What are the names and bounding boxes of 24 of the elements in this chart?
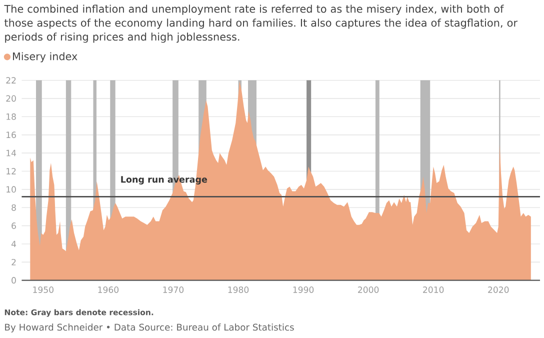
x-tick-label: 1980 bbox=[228, 286, 249, 293]
chart-title: The combined inflation and unemployment rate is referred to as the misery index, with both of those aspects of the economy landing hard on families. It also captures the idea of stagflation, or periods of rising prices and high joblessness. bbox=[4, 4, 518, 43]
y-tick-label: 4 bbox=[11, 240, 16, 248]
x-tick-label: 2020 bbox=[488, 286, 509, 293]
y-tick-label: 16 bbox=[6, 132, 16, 138]
x-tick-label: 1950 bbox=[33, 286, 54, 293]
x-tick-label: 1960 bbox=[98, 286, 119, 293]
x-tick-label: 1990 bbox=[293, 286, 314, 293]
y-tick-label: 8 bbox=[12, 204, 16, 211]
x-tick-label: 2000 bbox=[358, 286, 379, 293]
x-tick-label: 2010 bbox=[423, 286, 444, 293]
y-tick-label: 22 bbox=[6, 77, 16, 84]
ref-line-label: Long run average bbox=[121, 176, 208, 184]
text: By Howard Schneider • Data Source: Bureau of Labor Statistics bbox=[5, 324, 294, 332]
legend-label: Misery index bbox=[13, 52, 78, 62]
y-tick-label: 14 bbox=[6, 150, 16, 156]
y-tick-label: 6 bbox=[12, 222, 16, 229]
y-tick-label: 10 bbox=[6, 186, 16, 193]
y-tick-label: 0 bbox=[12, 277, 16, 284]
y-tick-label: 2 bbox=[12, 258, 16, 266]
y-tick-label: 18 bbox=[6, 113, 16, 120]
y-tick-label: 12 bbox=[6, 168, 16, 174]
x-tick-label: 1970 bbox=[163, 286, 184, 293]
y-tick-label: 20 bbox=[6, 95, 16, 102]
